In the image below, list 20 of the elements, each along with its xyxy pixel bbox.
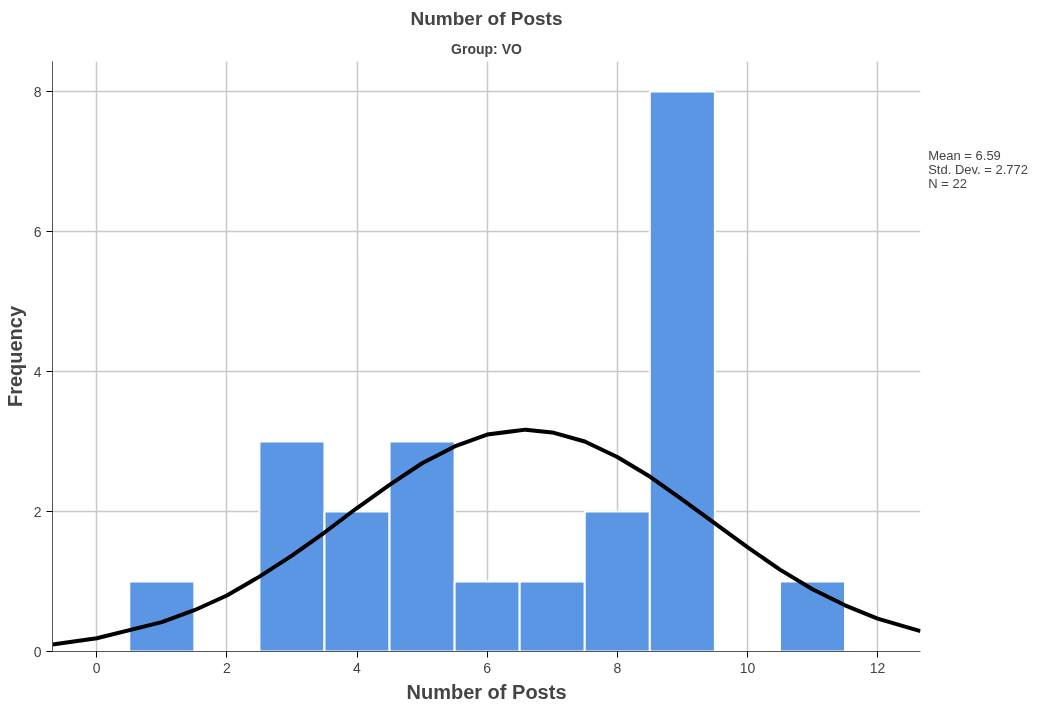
y-axis-title: Frequency — [3, 305, 26, 408]
y-tick-label: 8 — [33, 83, 42, 100]
y-tick-label: 0 — [33, 643, 42, 660]
text: Std. Dev. = 2.772 — [928, 162, 1029, 178]
text: Mean = 6.59 — [928, 148, 1001, 164]
y-tick-label: 4 — [33, 363, 42, 380]
chart-title: Number of Posts — [410, 7, 563, 29]
x-tick-label: 2 — [222, 659, 231, 676]
text: N = 22 — [928, 176, 967, 192]
x-tick-label: 6 — [483, 659, 492, 676]
x-tick-label: 4 — [353, 659, 362, 676]
y-tick-label: 2 — [33, 503, 42, 520]
x-tick-label: 12 — [869, 659, 886, 676]
line-series — [52, 427, 921, 647]
x-tick-label: 10 — [739, 659, 756, 676]
y-tick-label: 6 — [33, 223, 42, 240]
x-axis-title: Number of Posts — [406, 680, 567, 703]
x-tick-label: 0 — [92, 659, 101, 676]
chart-subtitle: Group: VO — [451, 40, 522, 57]
x-tick-label: 8 — [613, 659, 622, 676]
